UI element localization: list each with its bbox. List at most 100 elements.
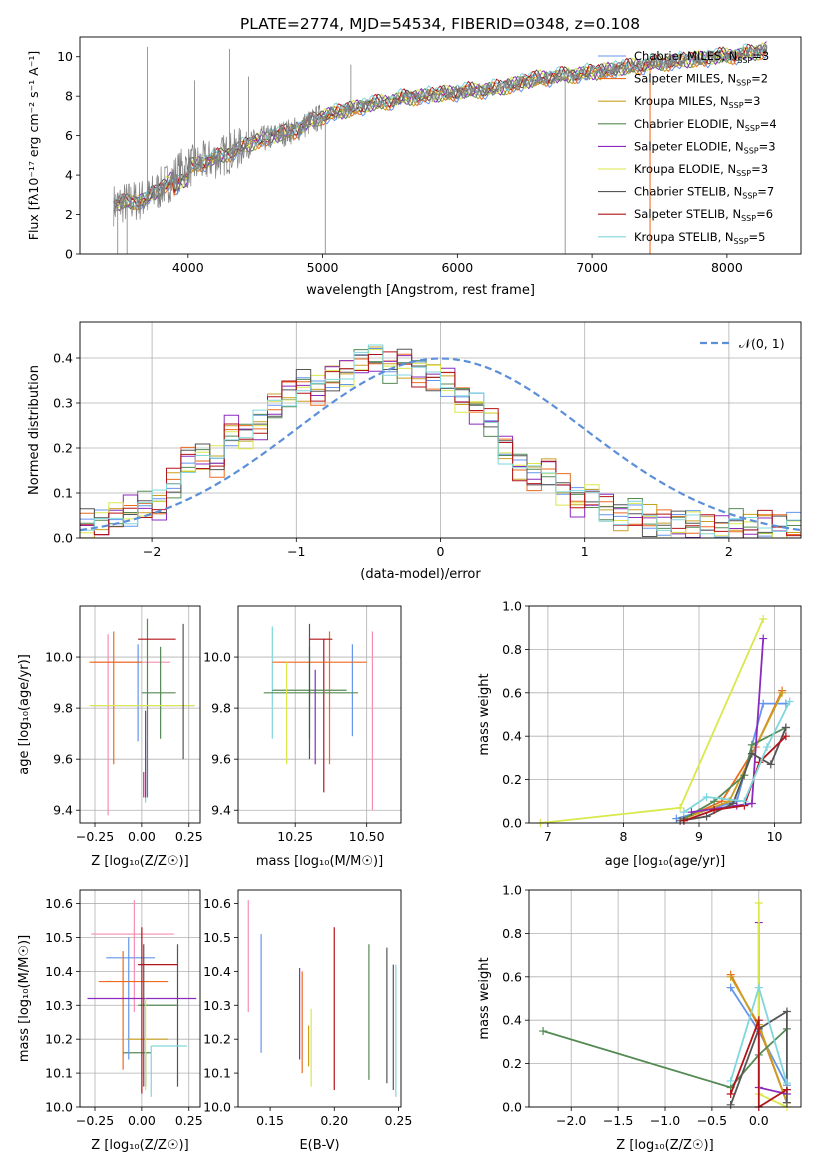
age_vs_Z-ytick-label: 9.6 — [53, 752, 73, 767]
age_vs_mass-ytick-label: 9.6 — [211, 752, 231, 767]
spectrum-xtick-label: 4000 — [172, 260, 204, 275]
spectrum-ytick-label: 2 — [65, 207, 73, 222]
massweight_vs_age-marker — [679, 808, 688, 817]
massweight_vs_age-ytick-label: 0.6 — [502, 685, 522, 700]
residuals-ytick-label: 0.2 — [53, 441, 73, 456]
residuals-xtick-label: 1 — [581, 544, 589, 559]
age_vs_Z-ytick-label: 10.0 — [45, 650, 73, 665]
massweight_vs_Z-marker — [754, 899, 763, 908]
spectrum-frame — [79, 36, 802, 255]
mass_vs_Z-ylabel: mass [log₁₀(M/M☉)] — [17, 935, 32, 1062]
mass_vs_Z-axes: −0.25 0.00 0.25 10.0 10.1 10.2 10.3 10.4 10.5 10.… — [45, 890, 203, 1128]
spectrum-ytick-label: 10 — [57, 49, 73, 64]
massweight_vs_age-ytick-label: 0.4 — [502, 729, 522, 744]
massweight_vs_age-ytick-label: 1.0 — [502, 599, 522, 614]
mass_vs_EBV-axes: 0.15 0.20 0.25 10.0 10.1 10.2 10.3 10.4 10.5 10.6 — [203, 896, 412, 1128]
mass_vs_EBV-ytick-label: 10.2 — [203, 1032, 231, 1047]
massweight_vs_Z-marker — [782, 1079, 791, 1088]
massweight_vs_age-xtick-label: 10 — [767, 829, 783, 844]
massweight_vs_age-marker — [759, 699, 768, 708]
massweight_vs_Z-marker — [726, 1076, 735, 1085]
residuals-xtick-label: 2 — [725, 544, 733, 559]
mass_vs_Z-ytick-label: 10.0 — [45, 1100, 73, 1115]
mass_vs_EBV-ytick-label: 10.4 — [203, 964, 231, 979]
massweight_vs_age-marker — [747, 740, 756, 749]
massweight_vs_Z-ylabel: mass weight — [477, 957, 492, 1039]
age_vs_mass-axes: 10.25 10.50 9.4 9.6 9.8 10.0 — [203, 606, 401, 844]
residuals-xlabel: (data-model)/error — [360, 567, 481, 582]
mass_vs_Z-ytick-label: 10.5 — [45, 930, 73, 945]
age_vs_mass-frame — [237, 605, 402, 824]
residuals-xtick-label: −1 — [287, 544, 305, 559]
residual-hist-6 — [80, 348, 801, 538]
age_vs_Z-frame — [79, 605, 201, 824]
massweight_vs_age-marker — [672, 814, 681, 823]
mass_vs_EBV-ytick-label: 10.5 — [203, 930, 231, 945]
massweight_vs_Z-marker — [754, 983, 763, 992]
massweight_vs_Z-marker — [726, 983, 735, 992]
massweight_vs_Z-ytick-label: 0.0 — [502, 1100, 522, 1115]
mass_vs_Z-xlabel: Z [log₁₀(Z/Z☉)] — [91, 1138, 188, 1153]
mass_vs_EBV-xlabel: E(B-V) — [299, 1138, 339, 1153]
massweight_vs_age-xtick-label: 8 — [619, 829, 627, 844]
age_vs_mass-ytick-label: 9.8 — [211, 701, 231, 716]
massweight_vs_Z-frame — [528, 889, 802, 1108]
residuals-ylabel: Normed distribution — [27, 365, 42, 495]
massweight_vs_age-marker — [740, 797, 749, 806]
mass_vs_EBV-xtick-label: 0.15 — [256, 1113, 284, 1128]
massweight_vs_age-ytick-label: 0.2 — [502, 772, 522, 787]
figure-title: PLATE=2774, MJD=54534, FIBERID=0348, z=0… — [240, 15, 640, 33]
spectrum-ytick-label: 6 — [65, 128, 73, 143]
massweight_vs_Z-ytick-label: 0.2 — [502, 1056, 522, 1071]
massweight_vs_age-marker — [687, 808, 696, 817]
massweight_vs_Z-marker — [782, 1098, 791, 1107]
massweight_vs_Z-xtick-label: −0.5 — [697, 1113, 727, 1128]
massweight_vs_age-marker — [759, 634, 768, 643]
massweight_vs_age-marker — [785, 697, 794, 706]
massweight_vs_Z-series-3 — [542, 1028, 788, 1089]
legend-label-4: Salpeter ELODIE, NSSP=3 — [634, 139, 776, 155]
residuals-xtick-label: 0 — [437, 544, 445, 559]
spectrum-xtick-label: 8000 — [711, 260, 743, 275]
massweight_vs_Z-marker — [754, 1016, 763, 1025]
age_vs_Z-xlabel: Z [log₁₀(Z/Z☉)] — [91, 854, 188, 869]
massweight_vs_Z-ytick-label: 0.4 — [502, 1013, 522, 1028]
age_vs_Z-ytick-label: 9.4 — [53, 803, 73, 818]
residuals-ytick-label: 0.0 — [53, 531, 73, 546]
age_vs_Z-ytick-label: 9.8 — [53, 701, 73, 716]
massweight_vs_Z-ytick-label: 0.8 — [502, 926, 522, 941]
massweight_vs_age-marker — [766, 760, 775, 769]
mass_vs_Z-ytick-label: 10.6 — [45, 896, 73, 911]
massweight_vs_age-series-4 — [691, 638, 765, 813]
massweight_vs_age-series-6 — [679, 727, 787, 822]
massweight_vs_age-marker — [710, 805, 719, 814]
massweight_vs_age-marker — [781, 732, 790, 741]
massweight_vs_Z-ytick-label: 1.0 — [502, 883, 522, 898]
massweight_vs_age-marker — [679, 816, 688, 825]
legend-label-2: Kroupa MILES, NSSP=3 — [634, 94, 760, 110]
residual-hist-8 — [80, 344, 801, 538]
mass_vs_EBV-ytick-label: 10.0 — [203, 1100, 231, 1115]
mass_vs_Z-ytick-label: 10.4 — [45, 964, 73, 979]
massweight_vs_Z-ytick-label: 0.6 — [502, 969, 522, 984]
massweight_vs_age-ylabel: mass weight — [477, 673, 492, 755]
legend-label-7: Salpeter STELIB, NSSP=6 — [634, 207, 773, 223]
massweight_vs_age-xlabel: age [log₁₀(age/yr)] — [605, 854, 726, 869]
massweight_vs_age-marker — [781, 723, 790, 732]
residuals-ytick-label: 0.1 — [53, 486, 73, 501]
spectrum-model-line — [113, 44, 767, 212]
legend-label-0: Chabrier MILES, NSSP=3 — [634, 49, 769, 65]
massweight_vs_age-marker — [676, 803, 685, 812]
mass_vs_Z-xtick-label: 0.00 — [128, 1113, 156, 1128]
spectrum-xlabel: wavelength [Angstrom, rest frame] — [306, 283, 535, 298]
age_vs_Z-ylabel: age [log₁₀(age/yr)] — [17, 654, 32, 775]
spectrum-xtick-label: 5000 — [307, 260, 339, 275]
mass_vs_Z-xtick-label: 0.25 — [175, 1113, 203, 1128]
massweight_vs_Z-xlabel: Z [log₁₀(Z/Z☉)] — [616, 1138, 713, 1153]
massweight_vs_Z-marker — [726, 1089, 735, 1098]
age_vs_mass-xtick-label: 10.50 — [349, 829, 385, 844]
legend-label-1: Salpeter MILES, NSSP=2 — [634, 72, 768, 88]
massweight_vs_age-xtick-label: 9 — [695, 829, 703, 844]
